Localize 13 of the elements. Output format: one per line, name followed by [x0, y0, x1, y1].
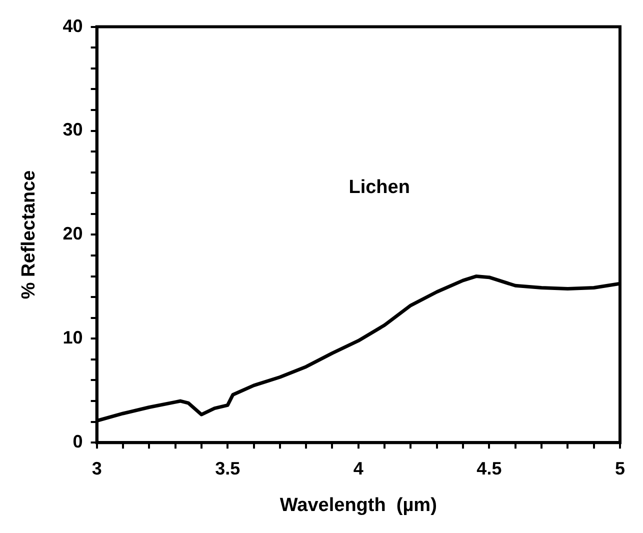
y-axis-title: % Reflectance [18, 170, 40, 300]
x-tick-label: 3 [92, 458, 102, 478]
x-tick-label: 4.5 [476, 458, 502, 478]
x-tick-label: 3.5 [215, 458, 240, 478]
x-tick-label: 4 [353, 458, 364, 478]
y-tick-label: 40 [62, 16, 83, 36]
y-tick-label: 10 [62, 328, 83, 348]
x-tick-label: 5 [614, 458, 625, 478]
annotation: Lichen [348, 177, 410, 198]
y-tick-label: 30 [62, 120, 83, 140]
y-tick-label: 20 [62, 224, 83, 244]
y-tick-label: 0 [72, 432, 83, 452]
x-axis-title: Wavelength (µm) [280, 494, 437, 516]
